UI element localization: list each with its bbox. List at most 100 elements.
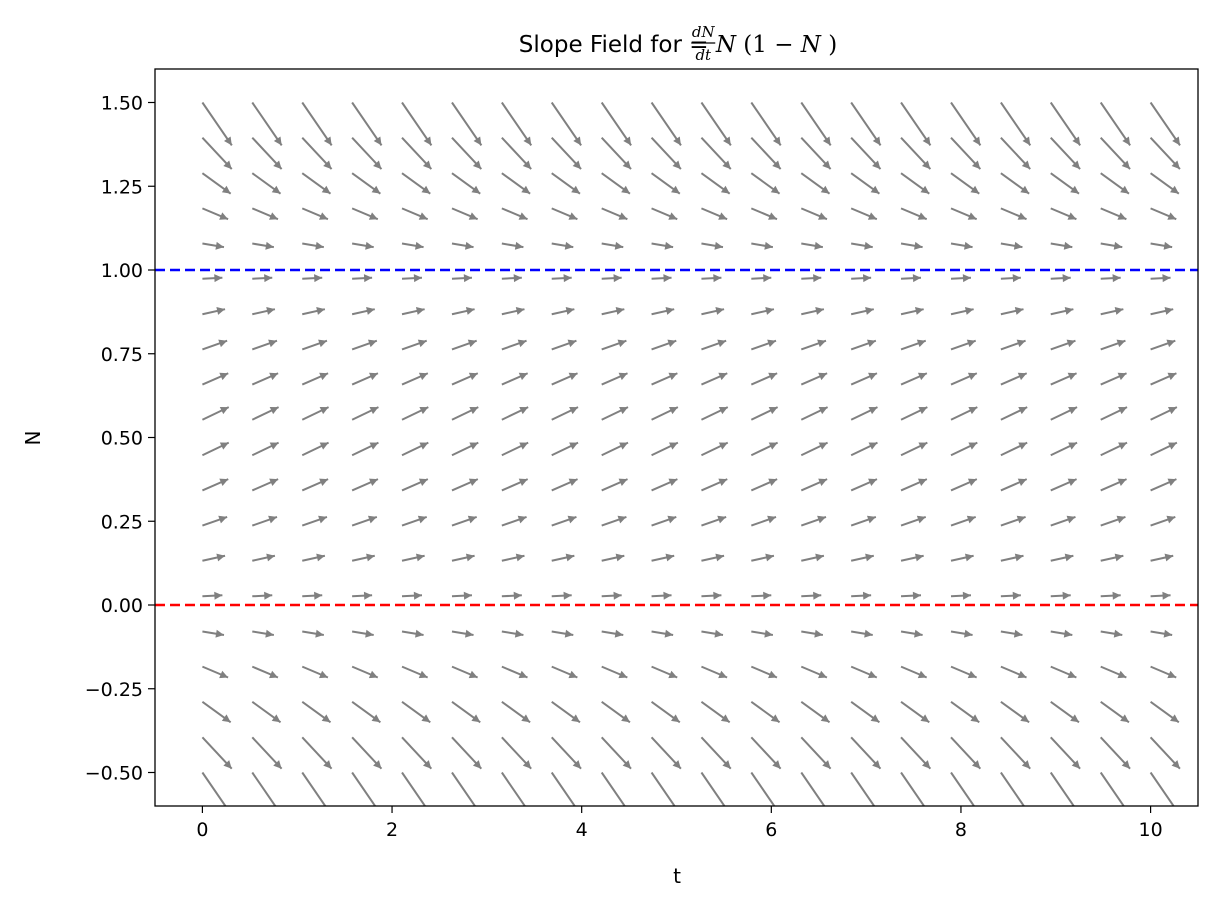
y-tick-label: 0.50 xyxy=(101,428,143,450)
slope-arrow xyxy=(451,736,483,770)
slope-arrow xyxy=(750,515,777,527)
slope-arrow xyxy=(351,241,374,250)
slope-arrow xyxy=(750,478,778,492)
slope-arrow xyxy=(900,372,928,386)
slope-arrow xyxy=(1050,172,1080,195)
slope-arrow xyxy=(451,665,479,679)
slope-arrow xyxy=(501,241,524,250)
title-rhs-close: ) xyxy=(828,32,837,58)
slope-arrow xyxy=(551,274,572,283)
slope-arrow xyxy=(351,207,379,221)
slope-arrow xyxy=(850,172,881,195)
slope-arrow xyxy=(1150,274,1171,283)
slope-arrow xyxy=(301,101,333,146)
slope-arrow xyxy=(351,307,375,316)
slope-arrow xyxy=(401,553,425,562)
slope-arrow xyxy=(950,591,972,600)
slope-arrow xyxy=(801,591,822,600)
slope-arrow xyxy=(251,207,279,221)
slope-arrow xyxy=(201,441,230,457)
slope-arrow xyxy=(501,339,527,351)
slope-arrow xyxy=(202,665,229,679)
slope-arrow xyxy=(900,339,927,351)
slope-arrow xyxy=(1100,339,1126,351)
slope-arrow xyxy=(701,207,728,221)
slope-arrow xyxy=(401,629,424,638)
slope-arrow xyxy=(401,441,429,457)
slope-arrow xyxy=(301,406,330,421)
slope-arrow xyxy=(1000,736,1031,770)
slope-arrow xyxy=(252,274,273,283)
slope-arrow xyxy=(401,478,429,492)
slope-arrow xyxy=(201,406,230,421)
title-prefix: Slope Field for xyxy=(519,32,689,58)
slope-arrow xyxy=(401,406,429,421)
slope-arrow xyxy=(1150,339,1176,351)
x-tick-label: 0 xyxy=(196,819,208,841)
slope-arrow xyxy=(451,339,478,351)
slope-arrow xyxy=(501,101,533,146)
slope-arrow xyxy=(301,372,329,386)
slope-arrow xyxy=(701,241,724,250)
title-frac-denominator: dt xyxy=(695,46,712,64)
slope-arrow xyxy=(1150,665,1177,679)
slope-arrow xyxy=(950,172,980,195)
slope-arrow xyxy=(650,771,676,806)
slope-arrow xyxy=(950,665,978,679)
slope-arrow xyxy=(251,339,278,351)
slope-arrow xyxy=(301,441,330,457)
slope-arrow xyxy=(401,136,433,170)
slope-arrow xyxy=(351,136,383,170)
slope-arrow xyxy=(351,441,379,457)
y-tick-label: 1.25 xyxy=(101,176,143,198)
slope-arrow xyxy=(1000,372,1028,386)
slope-arrow xyxy=(1149,736,1181,770)
slope-arrow xyxy=(601,241,624,250)
slope-arrow xyxy=(800,207,828,221)
slope-arrow xyxy=(950,339,977,351)
slope-arrow xyxy=(501,629,524,638)
slope-arrow xyxy=(1000,307,1024,316)
slope-arrow xyxy=(451,101,483,146)
slope-arrow xyxy=(600,771,626,806)
slope-arrow xyxy=(1150,553,1174,562)
slope-arrow xyxy=(900,101,932,146)
slope-arrow xyxy=(900,241,923,250)
slope-arrow xyxy=(351,515,378,527)
slope-arrow xyxy=(850,478,878,492)
slope-arrow xyxy=(451,701,481,724)
slope-arrow xyxy=(501,441,529,457)
slope-arrow xyxy=(1100,241,1123,250)
slope-arrow xyxy=(1000,665,1027,679)
slope-arrow xyxy=(1099,736,1131,770)
slope-arrow xyxy=(501,172,531,195)
slope-arrow xyxy=(251,172,282,195)
slope-arrow xyxy=(451,207,479,221)
slope-arrow xyxy=(950,101,982,146)
slope-arrow xyxy=(850,441,878,457)
slope-arrow xyxy=(201,101,233,146)
slope-arrow xyxy=(451,591,472,600)
slope-arrow xyxy=(1150,629,1173,638)
slope-arrow xyxy=(700,172,731,195)
slope-arrow xyxy=(701,274,722,283)
slope-arrow xyxy=(1150,372,1177,386)
slope-arrow xyxy=(1000,172,1030,195)
slope-arrow xyxy=(252,629,275,638)
slope-arrow xyxy=(851,274,872,283)
slope-arrow xyxy=(601,441,629,457)
slope-arrow xyxy=(601,515,627,527)
slope-arrow xyxy=(1150,207,1177,221)
x-axis: 0 2 4 6 8 10 xyxy=(196,806,1163,841)
y-tick-label: 1.00 xyxy=(101,260,143,282)
slope-arrow xyxy=(351,665,379,679)
slope-arrow xyxy=(301,665,329,679)
slope-arrow xyxy=(1000,101,1032,146)
slope-arrow xyxy=(401,591,423,600)
slope-arrow xyxy=(551,207,578,221)
slope-arrow xyxy=(251,136,283,170)
slope-arrow xyxy=(451,771,477,806)
slope-arrow xyxy=(651,274,672,283)
slope-arrow xyxy=(1100,274,1121,283)
slope-arrow xyxy=(900,629,923,638)
